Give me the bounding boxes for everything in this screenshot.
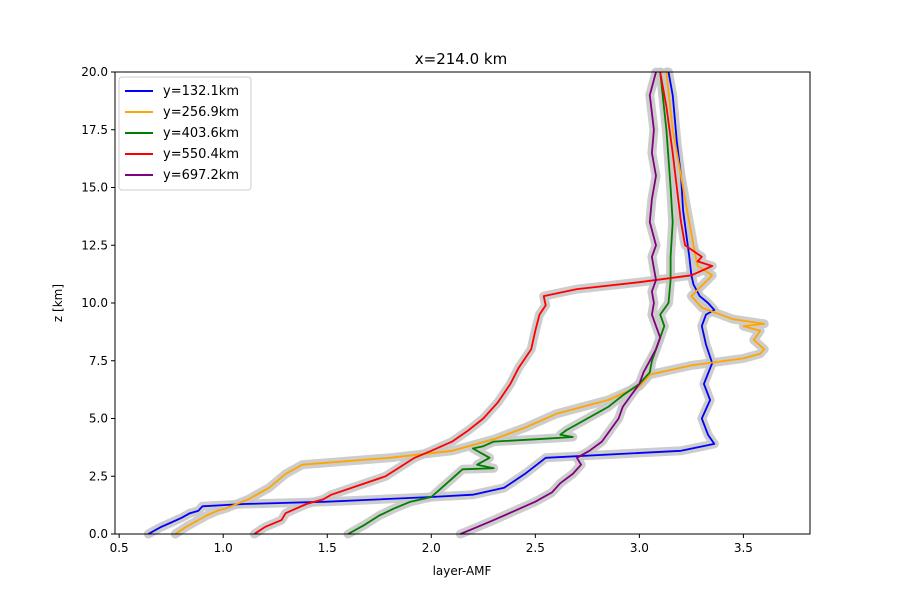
legend-label: y=132.1km bbox=[163, 84, 239, 99]
y-tick-label: 0.0 bbox=[89, 527, 108, 541]
series-line-5 bbox=[460, 71, 662, 535]
x-tick-label: 2.0 bbox=[422, 541, 441, 555]
y-tick-label: 15.0 bbox=[81, 181, 108, 195]
x-tick-label: 1.0 bbox=[214, 541, 233, 555]
legend-label: y=403.6km bbox=[163, 126, 239, 141]
x-axis-label: layer-AMF bbox=[433, 564, 492, 578]
y-tick-label: 17.5 bbox=[81, 123, 108, 137]
legend-label: y=697.2km bbox=[163, 168, 239, 183]
series-lines bbox=[147, 71, 766, 535]
y-tick-label: 2.5 bbox=[89, 469, 108, 483]
y-tick-label: 10.0 bbox=[81, 296, 108, 310]
x-tick-label: 2.5 bbox=[526, 541, 545, 555]
y-tick-label: 7.5 bbox=[89, 354, 108, 368]
y-tick-label: 5.0 bbox=[89, 412, 108, 426]
x-tick-label: 3.5 bbox=[734, 541, 753, 555]
series-line-2 bbox=[174, 71, 766, 535]
series-line-4 bbox=[253, 71, 714, 535]
x-tick-label: 0.5 bbox=[110, 541, 129, 555]
legend: y=132.1km y=256.9km y=403.6km y=550.4km y=69… bbox=[118, 76, 252, 191]
y-axis-label: z [km] bbox=[51, 284, 65, 322]
legend-box bbox=[118, 76, 252, 191]
y-axis: 0.0 2.5 5.0 7.5 10.0 12.5 15.0 17.5 20.0 bbox=[81, 65, 115, 541]
x-tick-label: 3.0 bbox=[630, 541, 649, 555]
series-line-1 bbox=[147, 71, 716, 535]
x-tick-label: 1.5 bbox=[318, 541, 337, 555]
legend-label: y=256.9km bbox=[163, 105, 239, 120]
y-tick-label: 20.0 bbox=[81, 65, 108, 79]
y-tick-label: 12.5 bbox=[81, 238, 108, 252]
series-line-3 bbox=[347, 71, 674, 535]
legend-label: y=550.4km bbox=[163, 147, 239, 162]
x-axis: 0.5 1.0 1.5 2.0 2.5 3.0 3.5 bbox=[110, 534, 753, 555]
chart-title: x=214.0 km bbox=[415, 50, 507, 68]
